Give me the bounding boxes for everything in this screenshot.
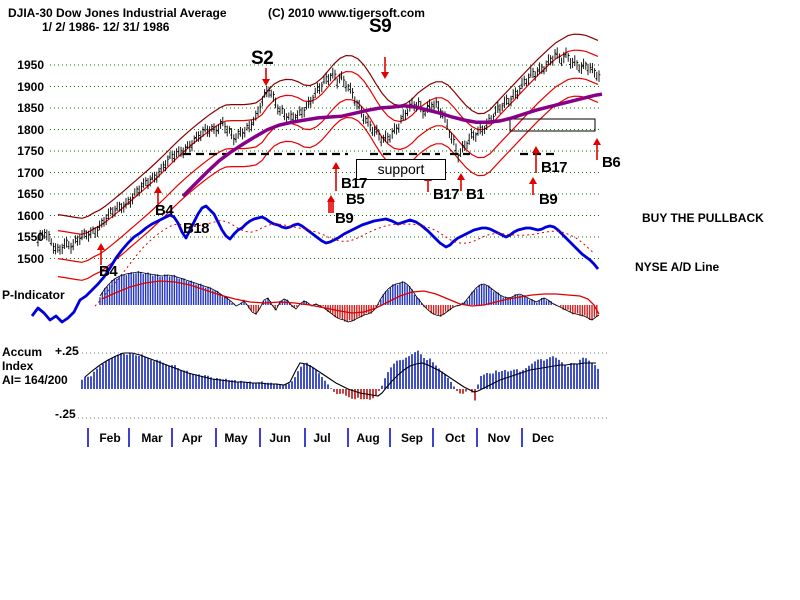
- accum-minus25-label: -.25: [55, 407, 76, 421]
- signal-label-b1: B1: [466, 186, 485, 203]
- signal-label-b9: B9: [539, 191, 558, 208]
- signal-label-s2: S2: [251, 48, 274, 69]
- p-indicator-label: P-Indicator: [2, 288, 65, 302]
- y-axis-tick-label: 1800: [17, 122, 44, 137]
- y-axis-tick-label: 1550: [17, 230, 44, 244]
- accum-label-1: Accum: [2, 345, 43, 359]
- month-label-mar: Mar: [141, 431, 163, 445]
- signal-label-s9: S9: [369, 16, 392, 37]
- nyse-ad-line-label: NYSE A/D Line: [635, 260, 720, 274]
- signal-label-b5: B5: [346, 191, 365, 208]
- support-annotation-box: support: [356, 159, 446, 180]
- accum-plus25-label: +.25: [55, 344, 79, 358]
- month-label-jun: Jun: [269, 431, 291, 445]
- signal-label-b17: B17: [433, 186, 460, 203]
- buy-pullback-annotation: BUY THE PULLBACK: [642, 211, 764, 225]
- month-label-sep: Sep: [400, 431, 423, 445]
- signal-label-b4: B4: [155, 202, 174, 219]
- y-axis-tick-label: 1850: [17, 101, 44, 115]
- y-axis-tick-label: 1650: [17, 187, 44, 201]
- y-axis-tick-label: 1950: [17, 58, 44, 72]
- signal-label-b17: B17: [541, 159, 568, 176]
- month-label-may: May: [224, 431, 248, 445]
- chart-date-range: 1/ 2/ 1986- 12/ 31/ 1986: [42, 20, 170, 34]
- month-label-jul: Jul: [313, 431, 331, 445]
- y-axis-tick-label: 1500: [17, 251, 44, 266]
- signal-label-b17: B17: [341, 175, 368, 192]
- month-label-feb: Feb: [99, 431, 121, 445]
- signal-label-b18: B18: [183, 220, 210, 237]
- signal-label-b6: B6: [602, 154, 621, 171]
- month-label-apr: Apr: [181, 431, 203, 445]
- y-axis-tick-label: 1600: [17, 208, 44, 223]
- accum-ai-ratio: AI= 164/200: [2, 373, 68, 387]
- accum-label-2: Index: [2, 359, 34, 373]
- month-label-aug: Aug: [356, 431, 380, 445]
- month-label-oct: Oct: [444, 431, 465, 445]
- y-axis-tick-label: 1700: [17, 165, 44, 180]
- y-axis-tick-label: 1750: [17, 144, 44, 158]
- signal-label-b4: B4: [99, 263, 118, 280]
- month-label-dec: Dec: [531, 431, 554, 445]
- chart-title: DJIA-30 Dow Jones Industrial Average: [8, 6, 227, 20]
- month-label-nov: Nov: [487, 431, 511, 445]
- signal-label-b9: B9: [335, 210, 354, 227]
- copyright-text: (C) 2010 www.tigersoft.com: [268, 6, 425, 20]
- y-axis-tick-label: 1900: [17, 79, 44, 94]
